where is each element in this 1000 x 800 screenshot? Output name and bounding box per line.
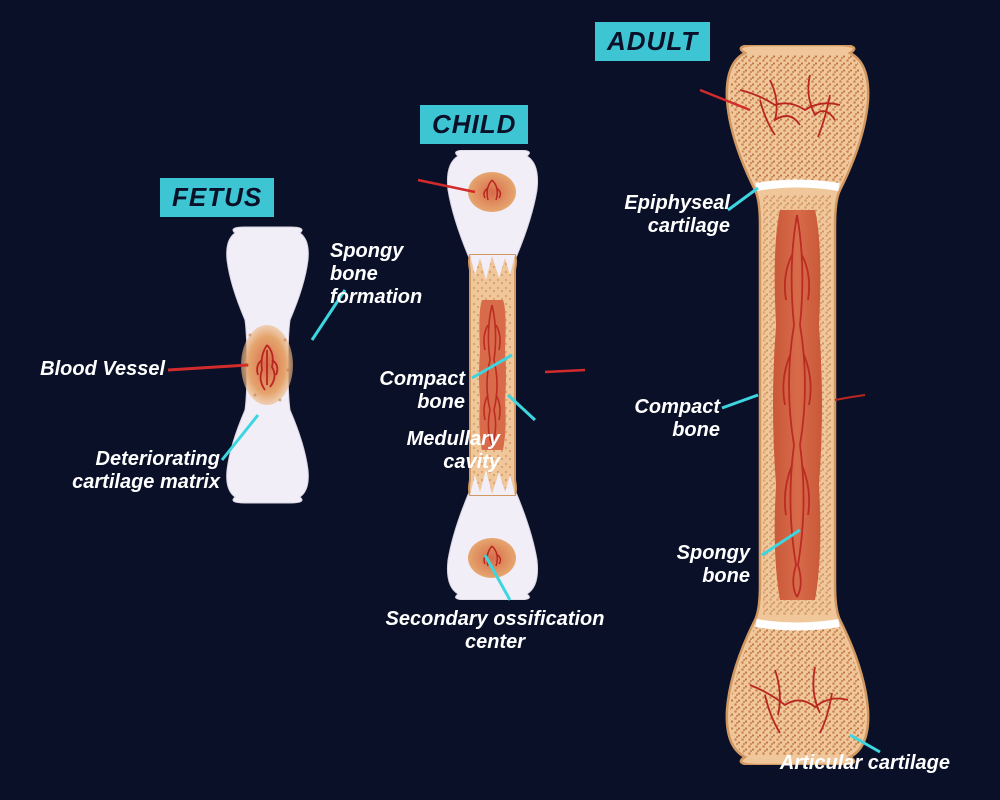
label-compact-adult: Compact bone	[610, 396, 720, 442]
fetus-title: FETUS	[160, 178, 274, 217]
label-spongy-formation: Spongy bone formation	[330, 240, 450, 309]
adult-title: ADULT	[595, 22, 710, 61]
label-secondary-oss: Secondary ossification center	[360, 608, 630, 654]
label-deteriorating: Deteriorating cartilage matrix	[20, 448, 220, 494]
label-epiphyseal: Epiphyseal cartilage	[590, 192, 730, 238]
child-title: CHILD	[420, 105, 528, 144]
fetus-bone	[220, 225, 315, 505]
label-medullary: Medullary cavity	[370, 428, 500, 474]
label-blood-vessel: Blood Vessel	[20, 358, 165, 381]
label-spongy-adult: Spongy bone	[640, 542, 750, 588]
label-articular: Articular cartilage	[700, 752, 950, 775]
adult-bone	[720, 45, 875, 765]
label-compact-child: Compact bone	[345, 368, 465, 414]
